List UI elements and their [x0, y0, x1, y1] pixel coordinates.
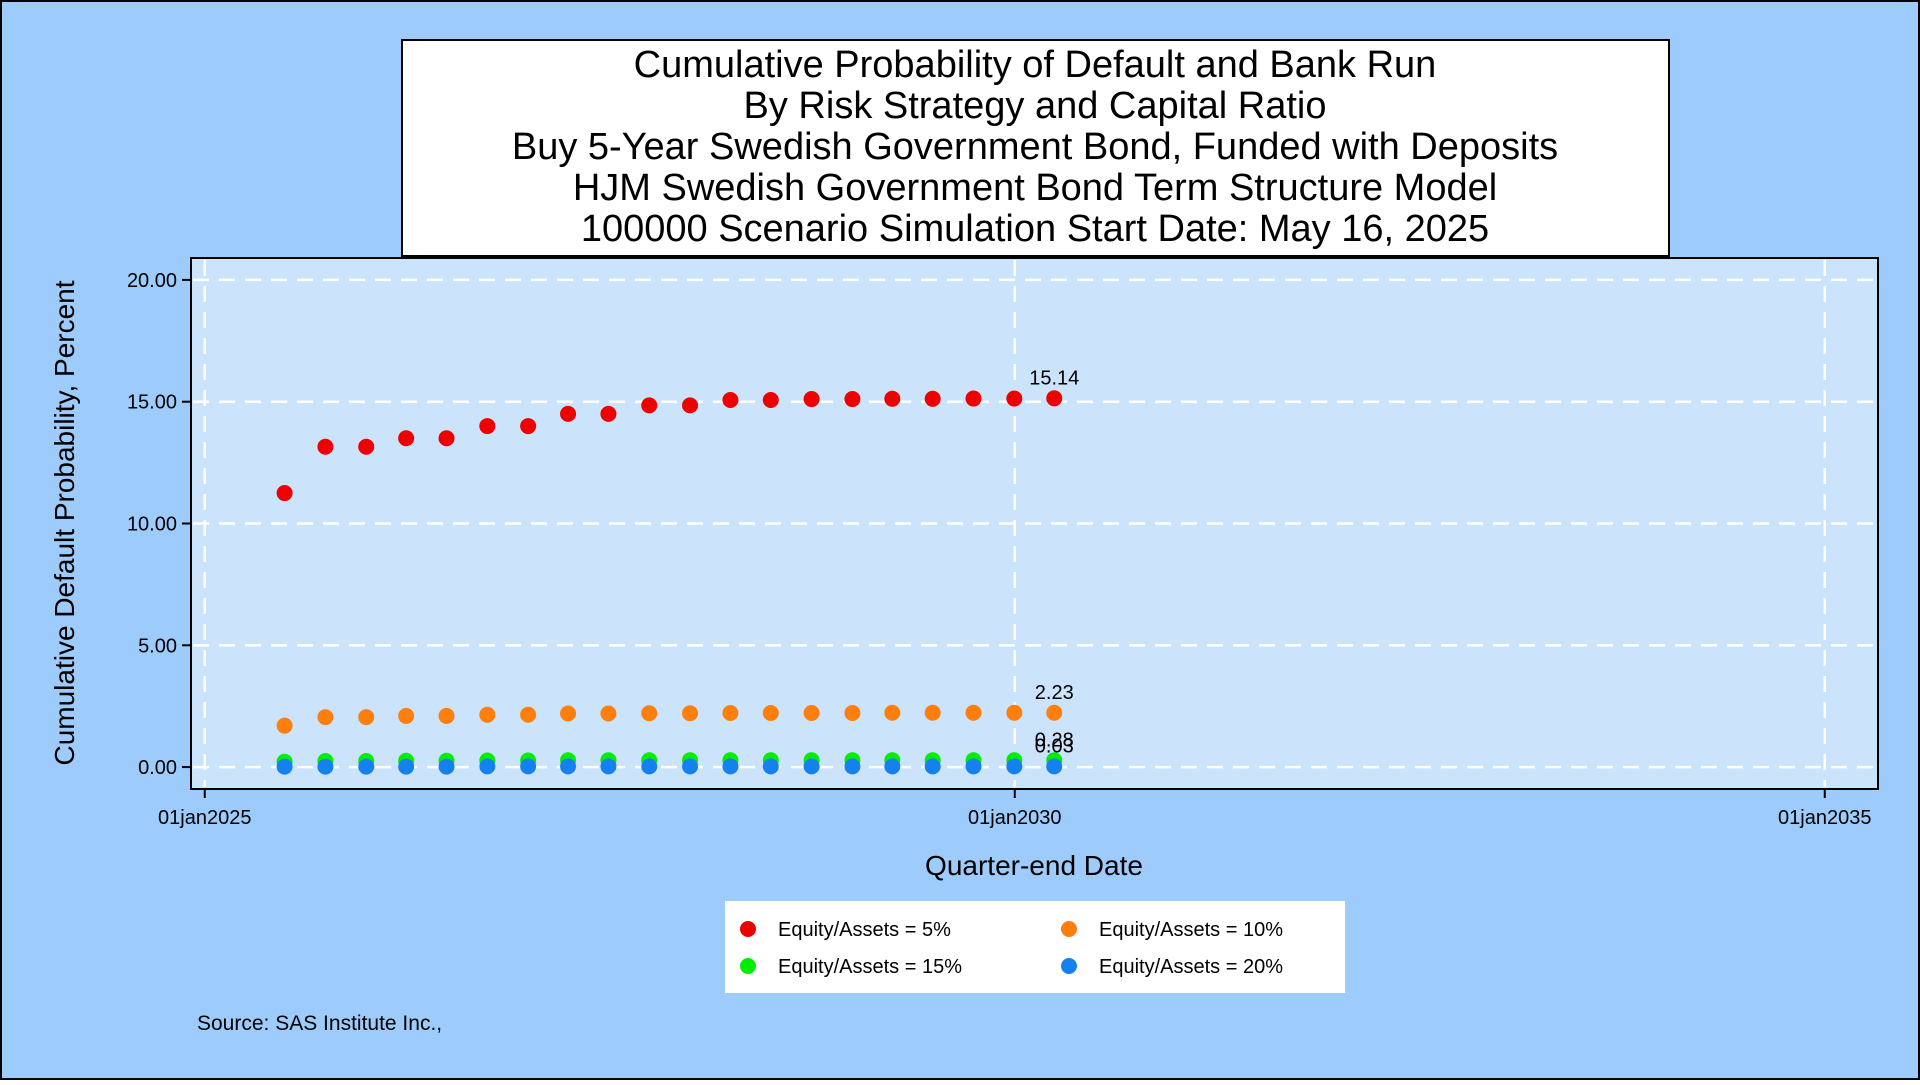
- x-tick-label: 01jan2025: [158, 807, 251, 829]
- data-label: 0.03: [1035, 735, 1074, 757]
- data-point: [884, 758, 901, 775]
- chart-title-line-3: Buy 5-Year Swedish Government Bond, Fund…: [512, 126, 1558, 168]
- data-point: [924, 704, 941, 721]
- data-point: [682, 397, 699, 414]
- legend-label: Equity/Assets = 20%: [1099, 956, 1283, 978]
- data-points: [276, 390, 1063, 775]
- legend-marker: [1061, 958, 1077, 974]
- data-point: [560, 405, 577, 422]
- legend-label: Equity/Assets = 10%: [1099, 919, 1283, 941]
- chart-title-line-5: 100000 Scenario Simulation Start Date: M…: [581, 208, 1489, 250]
- data-point: [884, 390, 901, 407]
- data-point: [1006, 390, 1023, 407]
- data-point: [358, 758, 375, 775]
- data-point: [1046, 704, 1063, 721]
- chart-title-line-1: Cumulative Probability of Default and Ba…: [634, 44, 1437, 86]
- grid-lines: [193, 260, 1876, 787]
- y-tick-label: 15.00: [127, 392, 177, 414]
- data-point: [965, 390, 982, 407]
- y-tick-label: 20.00: [127, 270, 177, 292]
- data-point: [762, 758, 779, 775]
- data-label: 2.23: [1035, 682, 1074, 704]
- data-point: [520, 418, 537, 435]
- data-point: [1046, 758, 1063, 775]
- data-point: [317, 758, 334, 775]
- data-point: [682, 705, 699, 722]
- data-point: [884, 704, 901, 721]
- data-point: [641, 705, 658, 722]
- x-tick-label: 01jan2035: [1778, 807, 1871, 829]
- data-point: [479, 418, 496, 435]
- data-point: [317, 709, 334, 726]
- data-label: 0.28: [1035, 729, 1074, 751]
- data-point: [560, 758, 577, 775]
- data-point: [358, 438, 375, 455]
- chart-title-line-2: By Risk Strategy and Capital Ratio: [744, 85, 1327, 127]
- data-label: 15.14: [1029, 367, 1079, 389]
- data-point: [317, 438, 334, 455]
- data-point: [398, 758, 415, 775]
- legend-marker: [740, 921, 756, 937]
- data-point: [358, 709, 375, 726]
- y-tick-label: 10.00: [127, 514, 177, 536]
- data-point: [762, 705, 779, 722]
- y-tick-label: 5.00: [138, 635, 177, 657]
- data-point: [1046, 390, 1063, 407]
- data-labels: 15.14 2.23 0.280.03: [1029, 367, 1079, 757]
- legend-label: Equity/Assets = 5%: [778, 919, 951, 941]
- data-point: [641, 758, 658, 775]
- data-point: [398, 430, 415, 447]
- chart-title-line-4: HJM Swedish Government Bond Term Structu…: [573, 167, 1497, 209]
- data-point: [600, 405, 617, 422]
- x-tick-label: 01jan2030: [968, 807, 1061, 829]
- data-point: [438, 758, 455, 775]
- legend-label: Equity/Assets = 15%: [778, 956, 962, 978]
- data-point: [600, 758, 617, 775]
- data-point: [560, 705, 577, 722]
- title-box: [401, 39, 1670, 257]
- data-point: [520, 706, 537, 723]
- data-point: [762, 392, 779, 409]
- data-point: [844, 391, 861, 408]
- data-point: [600, 705, 617, 722]
- legend-box: [725, 901, 1345, 993]
- legend-marker: [740, 958, 756, 974]
- data-point: [520, 758, 537, 775]
- data-point: [722, 758, 739, 775]
- data-point: [924, 390, 941, 407]
- data-point: [803, 705, 820, 722]
- y-axis-label: Cumulative Default Probability, Percent: [49, 280, 80, 765]
- data-point: [803, 391, 820, 408]
- data-point: [682, 758, 699, 775]
- data-point: [1006, 704, 1023, 721]
- data-point: [844, 758, 861, 775]
- data-point: [438, 707, 455, 724]
- data-point: [276, 485, 293, 502]
- axes: 0.00 5.00 10.00 15.00 20.00 01jan2025 01jan203…: [127, 270, 1872, 829]
- y-tick-label: 0.00: [138, 757, 177, 779]
- data-point: [1006, 758, 1023, 775]
- data-point: [479, 758, 496, 775]
- data-point: [722, 392, 739, 409]
- data-point: [276, 758, 293, 775]
- data-point: [803, 758, 820, 775]
- legend: Equity/Assets = 5% Equity/Assets = 10% Equ…: [740, 919, 1283, 978]
- data-point: [924, 758, 941, 775]
- data-point: [965, 704, 982, 721]
- data-point: [965, 758, 982, 775]
- data-point: [641, 397, 658, 414]
- legend-marker: [1061, 921, 1077, 937]
- x-axis-label: Quarter-end Date: [925, 850, 1143, 881]
- data-point: [722, 705, 739, 722]
- data-point: [844, 705, 861, 722]
- source-note: Source: SAS Institute Inc.,: [197, 1012, 442, 1035]
- data-point: [276, 717, 293, 734]
- data-point: [479, 706, 496, 723]
- data-point: [398, 707, 415, 724]
- data-point: [438, 430, 455, 447]
